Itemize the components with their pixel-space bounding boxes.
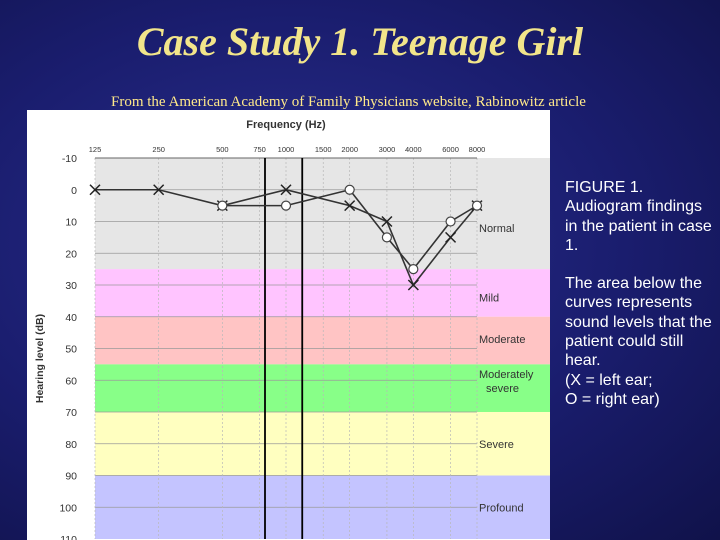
source-citation: From the American Academy of Family Phys…	[111, 94, 586, 110]
right-ear-marker	[344, 184, 355, 195]
legend-left-ear: (X = left ear;	[565, 371, 653, 389]
figure-description: FIGURE 1. Audiogram findings in the pati…	[565, 179, 712, 254]
y-tick-label: 50	[65, 344, 77, 356]
zone-label: Moderate	[479, 334, 525, 346]
left-ear-marker	[89, 184, 101, 196]
x-tick-label: 1000	[278, 145, 295, 154]
zone-band	[95, 158, 550, 270]
left-ear-marker	[381, 215, 393, 228]
right-ear-marker	[408, 264, 419, 275]
y-tick-label: 80	[65, 439, 77, 451]
x-tick-label: 250	[152, 145, 165, 154]
x-tick-label: 500	[216, 145, 229, 154]
x-tick-label: 8000	[469, 145, 486, 154]
zone-label: Mild	[479, 293, 499, 305]
y-tick-label: 40	[65, 312, 77, 324]
x-axis-title: Frequency (Hz)	[246, 119, 326, 131]
y-tick-label: 70	[65, 407, 77, 419]
y-tick-label: 0	[71, 185, 77, 197]
figure-caption: FIGURE 1. Audiogram findings in the pati…	[565, 178, 715, 409]
x-tick-label: 125	[89, 145, 102, 154]
area-explanation: The area below the curves represents sou…	[565, 275, 712, 370]
y-tick-label: 60	[65, 375, 77, 387]
x-tick-label: 3000	[379, 145, 396, 154]
y-tick-label: 110	[60, 534, 77, 540]
x-tick-label: 6000	[442, 145, 459, 154]
audiogram-chart: Frequency (Hz)125 250 500 750 1000 1500 2000 30…	[34, 119, 550, 540]
zone-band	[95, 316, 550, 365]
x-tick-label: 2000	[341, 145, 358, 154]
y-tick-label: -10	[62, 153, 77, 165]
y-axis-title: Hearing level (dB)	[34, 314, 46, 403]
zone-band	[95, 269, 550, 317]
x-tick-label: 4000	[405, 145, 422, 154]
right-ear-marker	[280, 200, 292, 211]
left-ear-marker	[344, 200, 356, 212]
y-tick-label: 20	[65, 248, 77, 260]
right-ear-marker	[217, 200, 228, 211]
zone-label: Moderately severe	[479, 369, 534, 395]
left-ear-marker	[280, 184, 292, 196]
y-tick-label: 90	[65, 471, 77, 483]
zone-label: Normal	[479, 223, 514, 235]
audiogram-figure: Frequency (Hz) 125 250 500 750 1000 1500 2000 30…	[27, 110, 550, 540]
zone-label: Severe	[479, 439, 514, 451]
x-tick-label: 750	[253, 145, 266, 154]
right-ear-marker	[471, 200, 483, 211]
right-ear-marker	[445, 216, 456, 227]
zone-label: Profound	[479, 502, 524, 514]
zone-band	[95, 364, 550, 412]
y-tick-label: 100	[59, 502, 77, 514]
left-ear-marker	[153, 184, 165, 196]
x-tick-label: 1500	[315, 145, 332, 154]
right-ear-marker	[381, 232, 393, 243]
y-tick-label: 10	[65, 217, 77, 229]
y-tick-label: 30	[65, 280, 77, 292]
slide-title: Case Study 1. Teenage Girl	[136, 19, 584, 64]
left-ear-marker	[445, 231, 457, 243]
legend-right-ear: O = right ear)	[565, 390, 660, 408]
left-ear-marker	[407, 279, 419, 291]
